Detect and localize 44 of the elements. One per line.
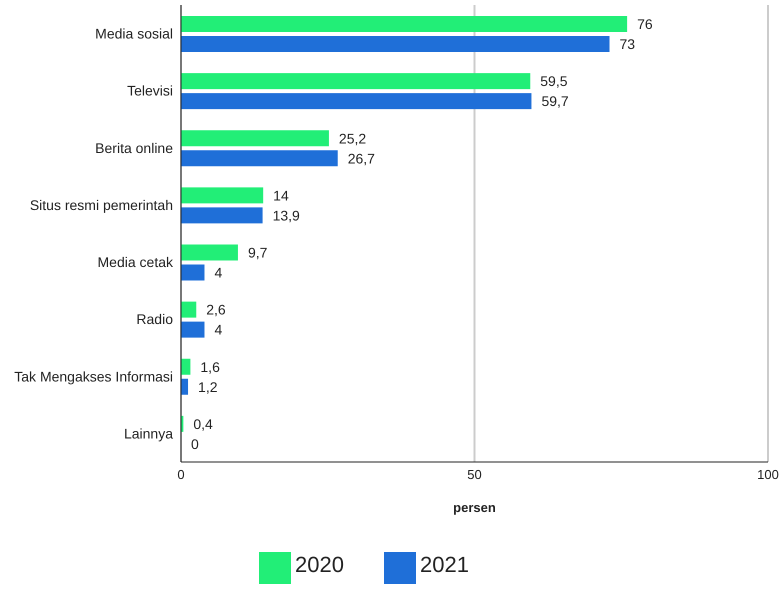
- data-label: 13,9: [272, 207, 300, 224]
- bar: [181, 207, 263, 224]
- bar: [181, 244, 238, 260]
- bar: [181, 36, 610, 52]
- data-label: 0,4: [193, 416, 214, 432]
- data-label: 2,6: [206, 302, 226, 318]
- bar: [181, 302, 196, 318]
- legend-label: 2020: [295, 552, 344, 578]
- data-label: 4: [214, 264, 222, 280]
- data-label: 0: [191, 436, 199, 452]
- bar: [181, 150, 338, 166]
- data-label: 4: [214, 322, 222, 338]
- bar: [181, 378, 188, 395]
- y-tick-label: Radio: [136, 311, 174, 328]
- bar: [181, 322, 204, 338]
- data-label: 59,5: [540, 73, 568, 90]
- data-label: 9,7: [248, 244, 268, 260]
- bar: [181, 73, 530, 90]
- x-tick-label: 50: [467, 467, 482, 482]
- x-tick-label: 0: [177, 467, 185, 482]
- bar: [181, 130, 329, 146]
- legend-label: 2021: [420, 552, 469, 578]
- y-tick-label: Situs resmi pemerintah: [30, 196, 173, 213]
- y-tick-label: Televisi: [127, 82, 173, 99]
- data-label: 59,7: [541, 93, 569, 110]
- data-label: 1,2: [198, 378, 218, 395]
- data-label: 76: [637, 16, 653, 32]
- bar: [181, 358, 190, 375]
- bar: [181, 93, 532, 110]
- data-label: 73: [620, 36, 636, 52]
- data-label: 1,6: [200, 358, 220, 375]
- data-label: 25,2: [338, 130, 366, 146]
- bar: [181, 16, 628, 32]
- x-axis-title: persen: [453, 500, 496, 515]
- y-tick-label: Media sosial: [95, 26, 173, 42]
- data-label: 14: [273, 187, 289, 204]
- y-tick-label: Tak Mengakses Informasi: [14, 368, 173, 384]
- y-tick-label: Media cetak: [98, 254, 174, 270]
- bar: [181, 264, 204, 280]
- bar: [181, 187, 264, 204]
- data-label: 26,7: [348, 150, 376, 166]
- x-tick-label: 100: [757, 467, 779, 482]
- y-tick-label: Berita online: [95, 140, 174, 156]
- y-tick-label: Lainnya: [124, 425, 174, 442]
